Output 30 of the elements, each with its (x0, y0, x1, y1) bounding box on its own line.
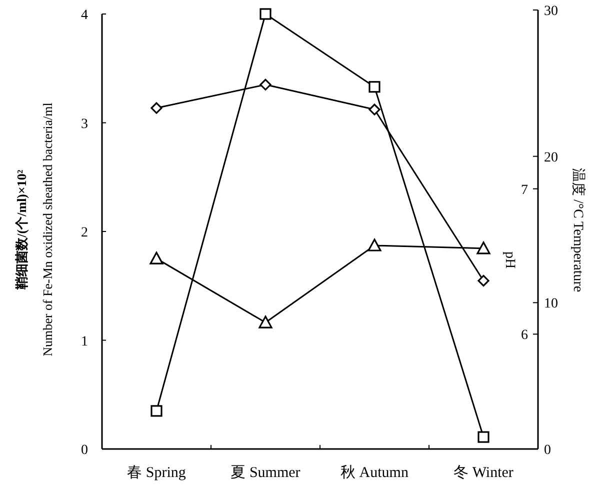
y-tick-label: 2 (81, 226, 88, 240)
point (476, 242, 490, 254)
point (368, 104, 380, 116)
y2-tick-label: 10 (544, 296, 558, 312)
x-tick-label: 春 Spring (127, 465, 186, 481)
y3-tick-label: 7 (521, 182, 528, 198)
point (258, 316, 272, 328)
point (368, 238, 382, 252)
y-axis-title: 鞘细菌数/(个/ml)×10² Number of Fe-Mn oxidized sheathed bacteria/ml (14, 102, 55, 356)
y2-tick-label: 0 (544, 443, 551, 458)
x-tick-label: 夏 Summer (230, 465, 300, 481)
point (368, 81, 380, 93)
y3-axis-title: pH (502, 251, 517, 269)
point (260, 78, 272, 90)
y-tick-label: 4 (81, 8, 88, 23)
point (150, 252, 164, 264)
y2-axis-title: 温度 /°C Temperature (570, 168, 586, 292)
x-tick-label: 秋 Autumn (340, 464, 409, 481)
point (150, 102, 162, 114)
point (150, 405, 162, 417)
y-tick-label: 3 (81, 116, 88, 132)
x-tick-label: 冬 Winter (454, 464, 514, 481)
point (478, 431, 490, 443)
y-tick-label: 0 (81, 443, 88, 458)
y2-tick-label: 20 (544, 150, 558, 166)
y-tick-label: 1 (81, 334, 88, 350)
y2-tick-label: 30 (544, 4, 558, 19)
y3-tick-label: 6 (521, 328, 528, 344)
point (260, 8, 272, 20)
point (478, 274, 490, 287)
